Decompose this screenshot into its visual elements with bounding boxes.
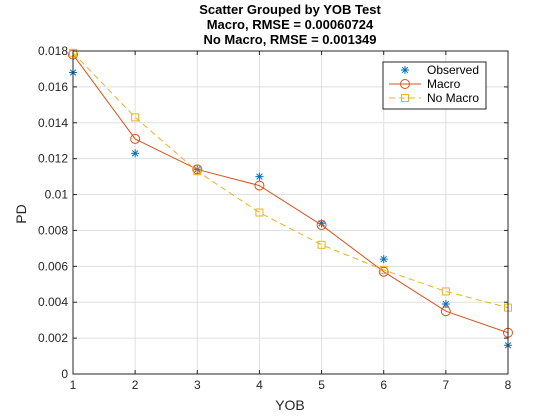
y-axis-label: PD	[13, 204, 29, 223]
no-macro-point	[193, 167, 202, 176]
plot-series	[68, 48, 513, 350]
macro-point	[400, 79, 410, 89]
y-tick-label: 0	[61, 367, 68, 381]
y-tick-label: 0.002	[38, 331, 68, 345]
no-macro-point	[131, 113, 140, 122]
y-tick-label: 0.01	[45, 188, 69, 202]
no-macro-point	[317, 240, 326, 249]
plot-area-border	[72, 50, 509, 375]
macro-point	[378, 266, 389, 277]
observed-point	[401, 66, 409, 74]
no-macro-line	[72, 52, 509, 309]
title-line-2: Macro, RMSE = 0.00060724	[207, 17, 374, 32]
observed-point	[317, 219, 326, 228]
y-tick-label: 0.006	[38, 259, 68, 273]
macro-point	[440, 306, 451, 317]
legend-label: Observed	[427, 63, 479, 77]
asterisk-stroke	[442, 300, 450, 308]
legend-item-observed: Observed	[401, 63, 479, 77]
x-tick-label: 7	[443, 378, 450, 392]
asterisk-stroke	[401, 66, 409, 74]
title-line-1: Scatter Grouped by YOB Test	[199, 2, 381, 17]
observed-point	[441, 300, 450, 309]
no-macro-point	[379, 265, 388, 274]
x-tick-label: 4	[256, 378, 263, 392]
asterisk-stroke	[131, 150, 139, 157]
asterisk-stroke	[318, 220, 325, 227]
y-tick-label: 0.018	[38, 44, 68, 58]
x-tick-label: 5	[318, 378, 325, 392]
x-tick-label: 1	[70, 378, 77, 392]
macro-point	[130, 133, 141, 144]
title-line-3: No Macro, RMSE = 0.001349	[203, 32, 376, 47]
legend-label: Macro	[427, 77, 461, 91]
x-tick-label: 8	[505, 378, 512, 392]
legend-box	[382, 61, 487, 110]
x-tick-label: 2	[132, 378, 139, 392]
legend-item-no-macro: No Macro	[389, 91, 479, 105]
chart-title: Scatter Grouped by YOB Test Macro, RMSE …	[199, 2, 381, 47]
macro-point	[316, 220, 327, 231]
x-axis-label: YOB	[275, 397, 305, 413]
y-tick-label: 0.004	[38, 295, 68, 309]
macro-line	[72, 54, 509, 334]
y-tick-label: 0.012	[38, 152, 68, 166]
y-tick-label: 0.016	[38, 80, 68, 94]
no-macro-point	[401, 94, 409, 102]
legend-item-macro: Macro	[389, 77, 461, 91]
observed-point	[379, 255, 388, 264]
macro-point	[254, 180, 265, 191]
no-macro-point	[255, 208, 264, 217]
observed-point	[131, 149, 140, 158]
asterisk-stroke	[380, 255, 387, 263]
series-observed	[69, 68, 512, 350]
macro-point	[192, 164, 203, 175]
observed-point	[255, 172, 264, 181]
y-tick-label: 0.008	[38, 223, 68, 237]
legend-label: No Macro	[427, 91, 479, 105]
x-tick-label: 6	[380, 378, 387, 392]
y-tick-label: 0.014	[38, 116, 68, 130]
axis-ticks: 1 2 3 4 5 6 7 8 0 0.002 0.004 0.006 0.008 0.01 0.012 0.…	[38, 44, 512, 392]
asterisk-stroke	[256, 173, 263, 180]
x-tick-label: 3	[194, 378, 201, 392]
no-macro-point	[441, 287, 450, 296]
